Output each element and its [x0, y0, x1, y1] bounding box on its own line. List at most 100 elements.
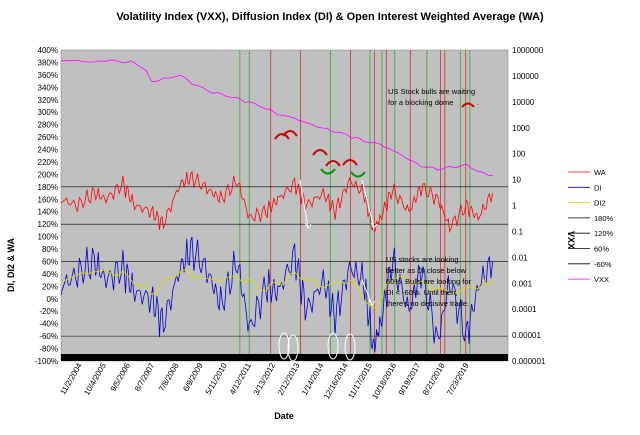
blocking-dome-arc	[274, 133, 290, 140]
annotation-text: better as DI close below	[386, 266, 467, 275]
y-right-tick-label: 0.0001	[512, 305, 537, 314]
chart-title: Volatility Index (VXX), Diffusion Index …	[116, 11, 544, 23]
y-left-tick-label: 200%	[38, 170, 58, 179]
annotation-dome-icon	[461, 102, 475, 108]
y-left-tick-label: 220%	[38, 158, 58, 167]
y-left-tick-label: 140%	[38, 208, 58, 217]
annotation-text: there's no decisive trade.	[386, 299, 469, 308]
x-tick-label: 2/12/2013	[276, 361, 302, 397]
y-right-tick-label: 1000	[512, 124, 530, 133]
y-left-tick-label: -80%	[39, 345, 58, 354]
left-axis-ticks: 400% 380% 360% 340% 320% 300% 280% 260% 240% 220%…	[35, 46, 58, 366]
y-left-tick-label: 280%	[38, 121, 58, 130]
y-left-tick-label: 180%	[38, 183, 58, 192]
legend-label: 60%	[594, 245, 609, 254]
right-axis-title: VXX	[566, 231, 576, 249]
x-tick-label: 9/19/2017	[397, 361, 423, 397]
left-axis-title: DI, DI2 & WA	[6, 238, 16, 293]
blocking-dome-arc	[312, 149, 328, 156]
x-tick-label: 10/18/2016	[370, 361, 398, 401]
annotation-text: for a blocking dome	[388, 98, 453, 107]
y-right-tick-label: 0.000001	[512, 357, 546, 366]
y-left-tick-label: -20%	[39, 307, 58, 316]
legend: WA DI DI2 180% 120% 60% -60% VXX	[568, 168, 614, 284]
y-left-tick-label: 320%	[38, 96, 58, 105]
y-left-tick-label: 300%	[38, 108, 58, 117]
overlay	[274, 130, 378, 362]
floor-band	[61, 354, 508, 361]
x-tick-label: 7/23/2019	[445, 361, 471, 397]
y-left-tick-label: 340%	[38, 83, 58, 92]
series-line-vxx	[60, 59, 493, 177]
x-tick-label: 11/17/2015	[346, 361, 374, 400]
plot-area	[60, 49, 509, 362]
y-right-tick-label: 1	[512, 202, 517, 211]
highlight-ellipse	[344, 333, 356, 361]
white-arrow-head	[370, 222, 378, 229]
y-right-tick-label: 100	[512, 150, 526, 159]
support-arc	[350, 171, 366, 178]
x-axis-title: Date	[274, 411, 294, 421]
annotation-text: US Stock bulls are waiting	[388, 87, 475, 96]
legend-label: 180%	[594, 214, 614, 223]
y-left-tick-label: 80%	[42, 245, 58, 254]
x-tick-label: 9/5/2006	[109, 361, 133, 393]
right-axis-ticks: 1000000 100000 10000 1000 100 10 1 0.1 0.01 0.001…	[512, 46, 546, 366]
series-line-wa	[60, 171, 493, 234]
blocking-dome-arc	[282, 130, 298, 137]
annotations: US Stock bulls are waiting for a blocking…	[386, 87, 479, 308]
annotation-period: .	[477, 98, 479, 107]
y-left-tick-label: -100%	[35, 357, 58, 366]
annotation-text: DI < -60%. Until then,	[386, 288, 458, 297]
x-tick-label: 1/14/2014	[300, 361, 326, 397]
annotation-text: US stocks are looking	[386, 255, 459, 264]
y-right-tick-label: 0.1	[512, 227, 524, 236]
legend-label: DI2	[594, 199, 606, 208]
white-arrow-line	[299, 179, 309, 229]
white-arrow-line	[361, 279, 373, 306]
y-right-tick-label: 10000	[512, 98, 535, 107]
x-tick-label: 3/13/2012	[252, 361, 278, 397]
highlight-ellipse	[287, 334, 299, 362]
y-right-tick-label: 0.01	[512, 253, 528, 262]
series-line-di2	[60, 268, 493, 309]
y-left-tick-label: 260%	[38, 133, 58, 142]
y-right-tick-label: 0.00001	[512, 331, 541, 340]
highlight-ellipse	[327, 332, 339, 360]
legend-label: -60%	[594, 260, 612, 269]
series	[60, 59, 493, 352]
y-left-tick-label: 380%	[38, 58, 58, 67]
highlight-ellipse	[278, 332, 290, 360]
legend-label: DI	[594, 183, 602, 192]
x-tick-label: 10/4/2005	[82, 361, 108, 397]
y-left-tick-label: 100%	[38, 233, 58, 242]
support-arc	[320, 168, 336, 175]
x-tick-label: 12/16/2014	[322, 361, 350, 401]
y-right-tick-label: 1000000	[512, 46, 544, 55]
annotation-text: 60%. Bulls are looking for	[386, 277, 472, 286]
x-tick-label: 5/11/2010	[204, 361, 230, 396]
x-tick-label: 7/8/2008	[157, 361, 181, 393]
x-tick-label: 8/21/2018	[421, 361, 447, 397]
y-left-tick-label: 240%	[38, 146, 58, 155]
blocking-dome-arc	[342, 159, 358, 166]
y-left-tick-label: 20%	[42, 282, 58, 291]
x-tick-label: 11/2/2004	[58, 361, 84, 396]
legend-label: WA	[594, 168, 606, 177]
y-left-tick-label: 40%	[42, 270, 58, 279]
white-arrow-head	[368, 299, 376, 306]
y-left-tick-label: 160%	[38, 195, 58, 204]
y-right-tick-label: 100000	[512, 72, 539, 81]
legend-label: 120%	[594, 229, 614, 238]
white-arrow-line	[361, 179, 375, 229]
legend-label: VXX	[594, 275, 609, 284]
y-left-tick-label: -60%	[39, 332, 58, 341]
y-left-tick-label: 60%	[42, 257, 58, 266]
y-right-tick-label: 0.001	[512, 279, 533, 288]
y-left-tick-label: 360%	[38, 71, 58, 80]
y-left-tick-label: 0%	[46, 295, 58, 304]
series-line-di	[60, 236, 493, 352]
white-arrow-head	[304, 222, 312, 229]
x-tick-label: 8/7/2007	[133, 361, 157, 393]
